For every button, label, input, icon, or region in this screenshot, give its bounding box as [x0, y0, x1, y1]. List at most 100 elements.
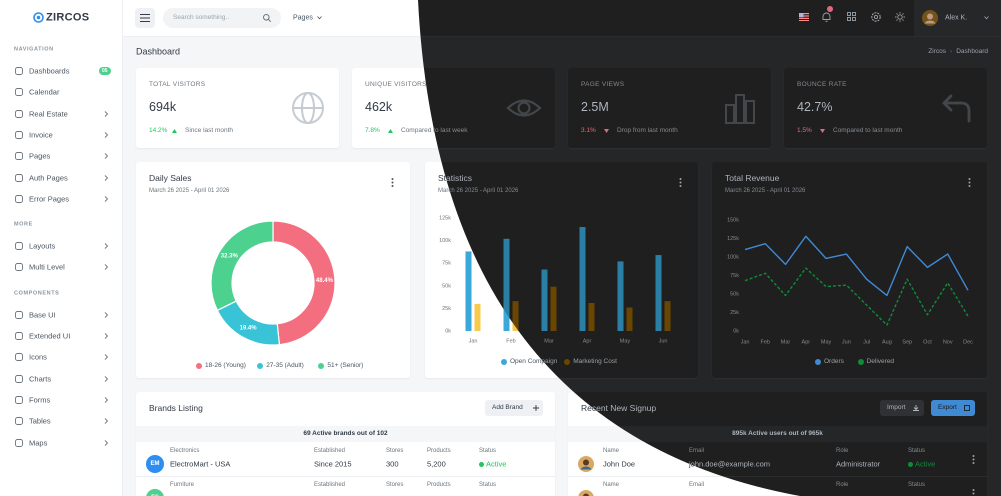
x-tick-label: Jan [741, 339, 750, 345]
stat-note: Drop from last month [617, 126, 678, 134]
menu-chevron [104, 333, 109, 339]
menu-toggle[interactable] [135, 8, 155, 28]
settings-icon-part [873, 14, 879, 20]
field-label: Stores [386, 448, 404, 454]
y-tick-label: 125k [727, 236, 739, 242]
menu-icon [15, 194, 23, 203]
field-value: 300 [386, 459, 399, 469]
notification-bell-part [822, 12, 831, 20]
settings-icon[interactable] [871, 12, 881, 22]
pages-menu[interactable]: Pages [291, 10, 331, 26]
menu-icon [15, 438, 23, 447]
stat-icon-part [517, 101, 531, 115]
stat-value: 462k [365, 99, 393, 114]
menu-icon-part [15, 152, 23, 161]
y-tick-label: 25k [442, 306, 451, 312]
menu-item[interactable]: Base UI [8, 306, 118, 324]
menu-chevron [104, 311, 109, 318]
breadcrumb-item[interactable]: Zircos [928, 47, 947, 55]
trend-arrow [820, 129, 825, 133]
menu-item[interactable]: Tables [8, 412, 118, 430]
field-label: Name [603, 448, 620, 454]
menu-item[interactable]: Charts [8, 370, 118, 388]
row-menu[interactable] [972, 455, 975, 464]
status-dot [479, 461, 484, 467]
menu-label: Icons [29, 352, 47, 362]
menu-item[interactable]: Invoice [8, 126, 118, 144]
stat-note: Compared to last month [833, 126, 903, 134]
action-button[interactable]: Import [880, 400, 924, 416]
menu-icon-part [15, 332, 23, 340]
menu-chevron-part [104, 375, 109, 382]
menu-icon [15, 417, 23, 426]
row-menu-part [972, 458, 975, 461]
menu-item[interactable]: Error Pages [8, 190, 118, 208]
user-chevron [984, 16, 989, 20]
row-menu[interactable] [972, 489, 975, 496]
menu-item[interactable]: Layouts [8, 237, 118, 255]
legend-label: Open Compaign [510, 357, 558, 365]
sidebar: ZIRCOS NAVIGATION Dashboards 05 Calendar Real… [0, 0, 123, 496]
field-label: Stores [386, 482, 404, 488]
section-title: COMPONENTS [14, 289, 60, 296]
language-flag[interactable] [799, 13, 809, 21]
add-brand-button[interactable]: Add Brand [485, 400, 543, 416]
menu-item[interactable]: Extended UI [8, 327, 118, 345]
menu-item[interactable]: Calendar [8, 83, 118, 101]
bar [626, 307, 633, 331]
theme-icon-part [895, 12, 905, 22]
stat-change: 3.1% [581, 126, 596, 134]
menu-item[interactable]: Multi Level [8, 258, 118, 276]
notification-bell[interactable] [822, 6, 833, 22]
stat-title: BOUNCE RATE [797, 80, 847, 88]
language-flag-part [799, 20, 809, 21]
apps-icon[interactable] [847, 12, 856, 21]
action-button[interactable]: Export [931, 400, 975, 416]
menu-icon [15, 67, 23, 75]
menu-chevron-part [104, 264, 109, 271]
chart-plot: 0k 25k 50k 75k 100k 125k 150k Jan Feb Mar Apr May Ju… [727, 217, 973, 345]
trend-arrow [172, 129, 177, 133]
summary-text: 895k Active users out of 965k [732, 429, 823, 437]
menu-item[interactable]: Forms [8, 391, 118, 409]
menu-icon [15, 173, 23, 182]
stat-icon-part [942, 94, 971, 123]
breadcrumb-item: Dashboard [956, 47, 988, 55]
theme-icon[interactable] [895, 12, 905, 22]
menu-item[interactable]: Dashboards 05 [8, 62, 118, 80]
menu-chevron [104, 153, 109, 160]
menu-icon [15, 263, 23, 272]
summary-bar: 69 Active brands out of 102 [136, 426, 555, 442]
chart-card: Total Revenue March 26 2025 - April 01 20… [712, 162, 987, 378]
button-icon-part [964, 405, 970, 411]
menu-icon-part [15, 194, 23, 203]
user-menu[interactable]: Alex K. [914, 0, 1001, 36]
row-name: ElectroMart - USA [170, 459, 231, 469]
menu-item[interactable]: Auth Pages [8, 169, 118, 187]
menu-badge: 05 [99, 67, 111, 75]
menu-item[interactable]: Icons [8, 348, 118, 366]
signup-card: Recent New Signup 895k Active users out o… [568, 392, 987, 496]
y-tick-label: 75k [730, 273, 739, 279]
avatar-initials: EM [150, 461, 160, 467]
menu-chevron [104, 418, 109, 425]
pages-chevron-part [317, 16, 322, 20]
menu-item[interactable]: Real Estate [8, 105, 118, 123]
menu-item[interactable]: Pages [8, 147, 118, 165]
language-flag-part [799, 13, 804, 18]
user-avatar-part [927, 13, 933, 20]
menu-chevron-part [104, 333, 109, 339]
search-icon-part [268, 19, 272, 23]
menu-chevron-part [104, 397, 109, 403]
legend-marker [857, 359, 864, 365]
trend-arrow [604, 129, 609, 133]
y-tick-label: 0k [733, 328, 739, 334]
y-tick-label: 100k [727, 254, 739, 260]
menu-label: Charts [29, 373, 52, 383]
search-icon-part [263, 14, 270, 21]
menu-item[interactable]: Maps [8, 434, 118, 452]
summary-bar: 895k Active users out of 965k [568, 426, 987, 442]
button-label: Export [938, 403, 957, 411]
search-box[interactable]: Search something.. [163, 8, 281, 28]
user-avatar [922, 10, 938, 26]
